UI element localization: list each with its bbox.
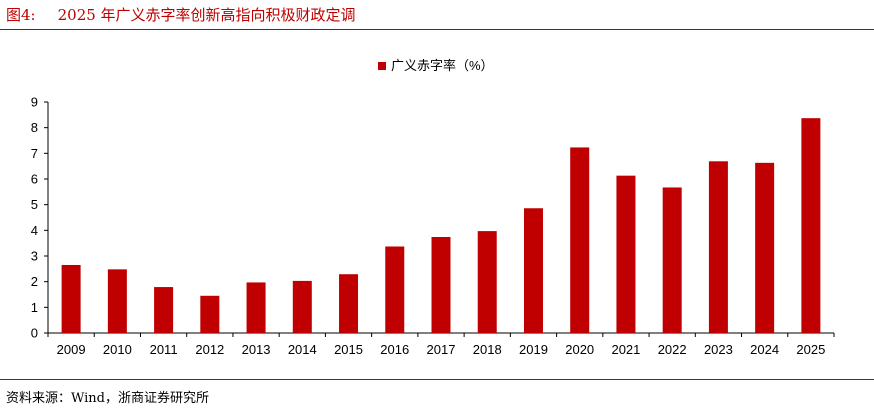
x-tick-label: 2010 [103, 342, 132, 357]
x-tick-label: 2019 [519, 342, 548, 357]
bar-2025 [801, 118, 821, 333]
y-tick-label: 6 [31, 172, 38, 187]
bar-2011 [154, 287, 174, 333]
x-tick-label: 2023 [704, 342, 733, 357]
y-tick-label: 2 [31, 274, 38, 289]
x-tick-label: 2018 [473, 342, 502, 357]
x-tick-label: 2022 [658, 342, 687, 357]
x-tick-label: 2014 [288, 342, 317, 357]
bar-2023 [708, 161, 728, 333]
y-axis: 0 1 2 3 4 5 6 7 8 9 [31, 95, 49, 341]
bar-2018 [477, 231, 497, 333]
y-tick-label: 0 [31, 326, 38, 341]
y-tick-label: 1 [31, 300, 38, 315]
y-tick-label: 4 [31, 223, 38, 238]
y-tick-label: 3 [31, 249, 38, 264]
bar-2013 [246, 282, 266, 333]
source-note: 资料来源：Wind，浙商证券研究所 [6, 391, 209, 406]
x-tick-label: 2015 [334, 342, 363, 357]
bar-2020 [570, 147, 590, 333]
bar-2015 [339, 274, 359, 333]
x-tick-label: 2016 [380, 342, 409, 357]
figure-title: 图4: 2025 年广义赤字率创新高指向积极财政定调 [6, 4, 356, 25]
x-tick-label: 2021 [611, 342, 640, 357]
bar-2010 [107, 269, 127, 333]
figure-label: 图4: [6, 6, 36, 24]
legend-label: 广义赤字率（%） [391, 58, 494, 73]
bar-2014 [292, 280, 312, 333]
x-tick-label: 2020 [565, 342, 594, 357]
bar-2019 [523, 208, 543, 333]
legend-swatch [378, 62, 386, 70]
bar-2022 [662, 187, 682, 333]
y-tick-label: 9 [31, 95, 38, 110]
bar-2012 [200, 295, 220, 333]
x-axis: 2009 2010 2011 2012 2013 2014 2015 2016 2017 2018… [47, 332, 835, 357]
bar-2009 [61, 264, 81, 333]
source-divider [0, 379, 874, 380]
x-tick-label: 2024 [750, 342, 779, 357]
bar-2017 [431, 237, 451, 333]
y-tick-label: 5 [31, 197, 38, 212]
x-tick-label: 2012 [195, 342, 224, 357]
title-divider [0, 29, 874, 30]
bar-2024 [755, 162, 775, 333]
figure-title-text: 2025 年广义赤字率创新高指向积极财政定调 [57, 6, 356, 24]
x-tick-label: 2025 [796, 342, 825, 357]
bar-2016 [385, 246, 405, 333]
y-tick-label: 7 [31, 146, 38, 161]
bar-2021 [616, 175, 636, 333]
y-tick-label: 8 [31, 120, 38, 135]
x-tick-label: 2011 [150, 342, 178, 357]
bars [61, 118, 821, 333]
x-tick-label: 2009 [57, 342, 86, 357]
legend: 广义赤字率（%） [378, 58, 494, 73]
x-tick-label: 2013 [242, 342, 271, 357]
x-tick-label: 2017 [427, 342, 456, 357]
